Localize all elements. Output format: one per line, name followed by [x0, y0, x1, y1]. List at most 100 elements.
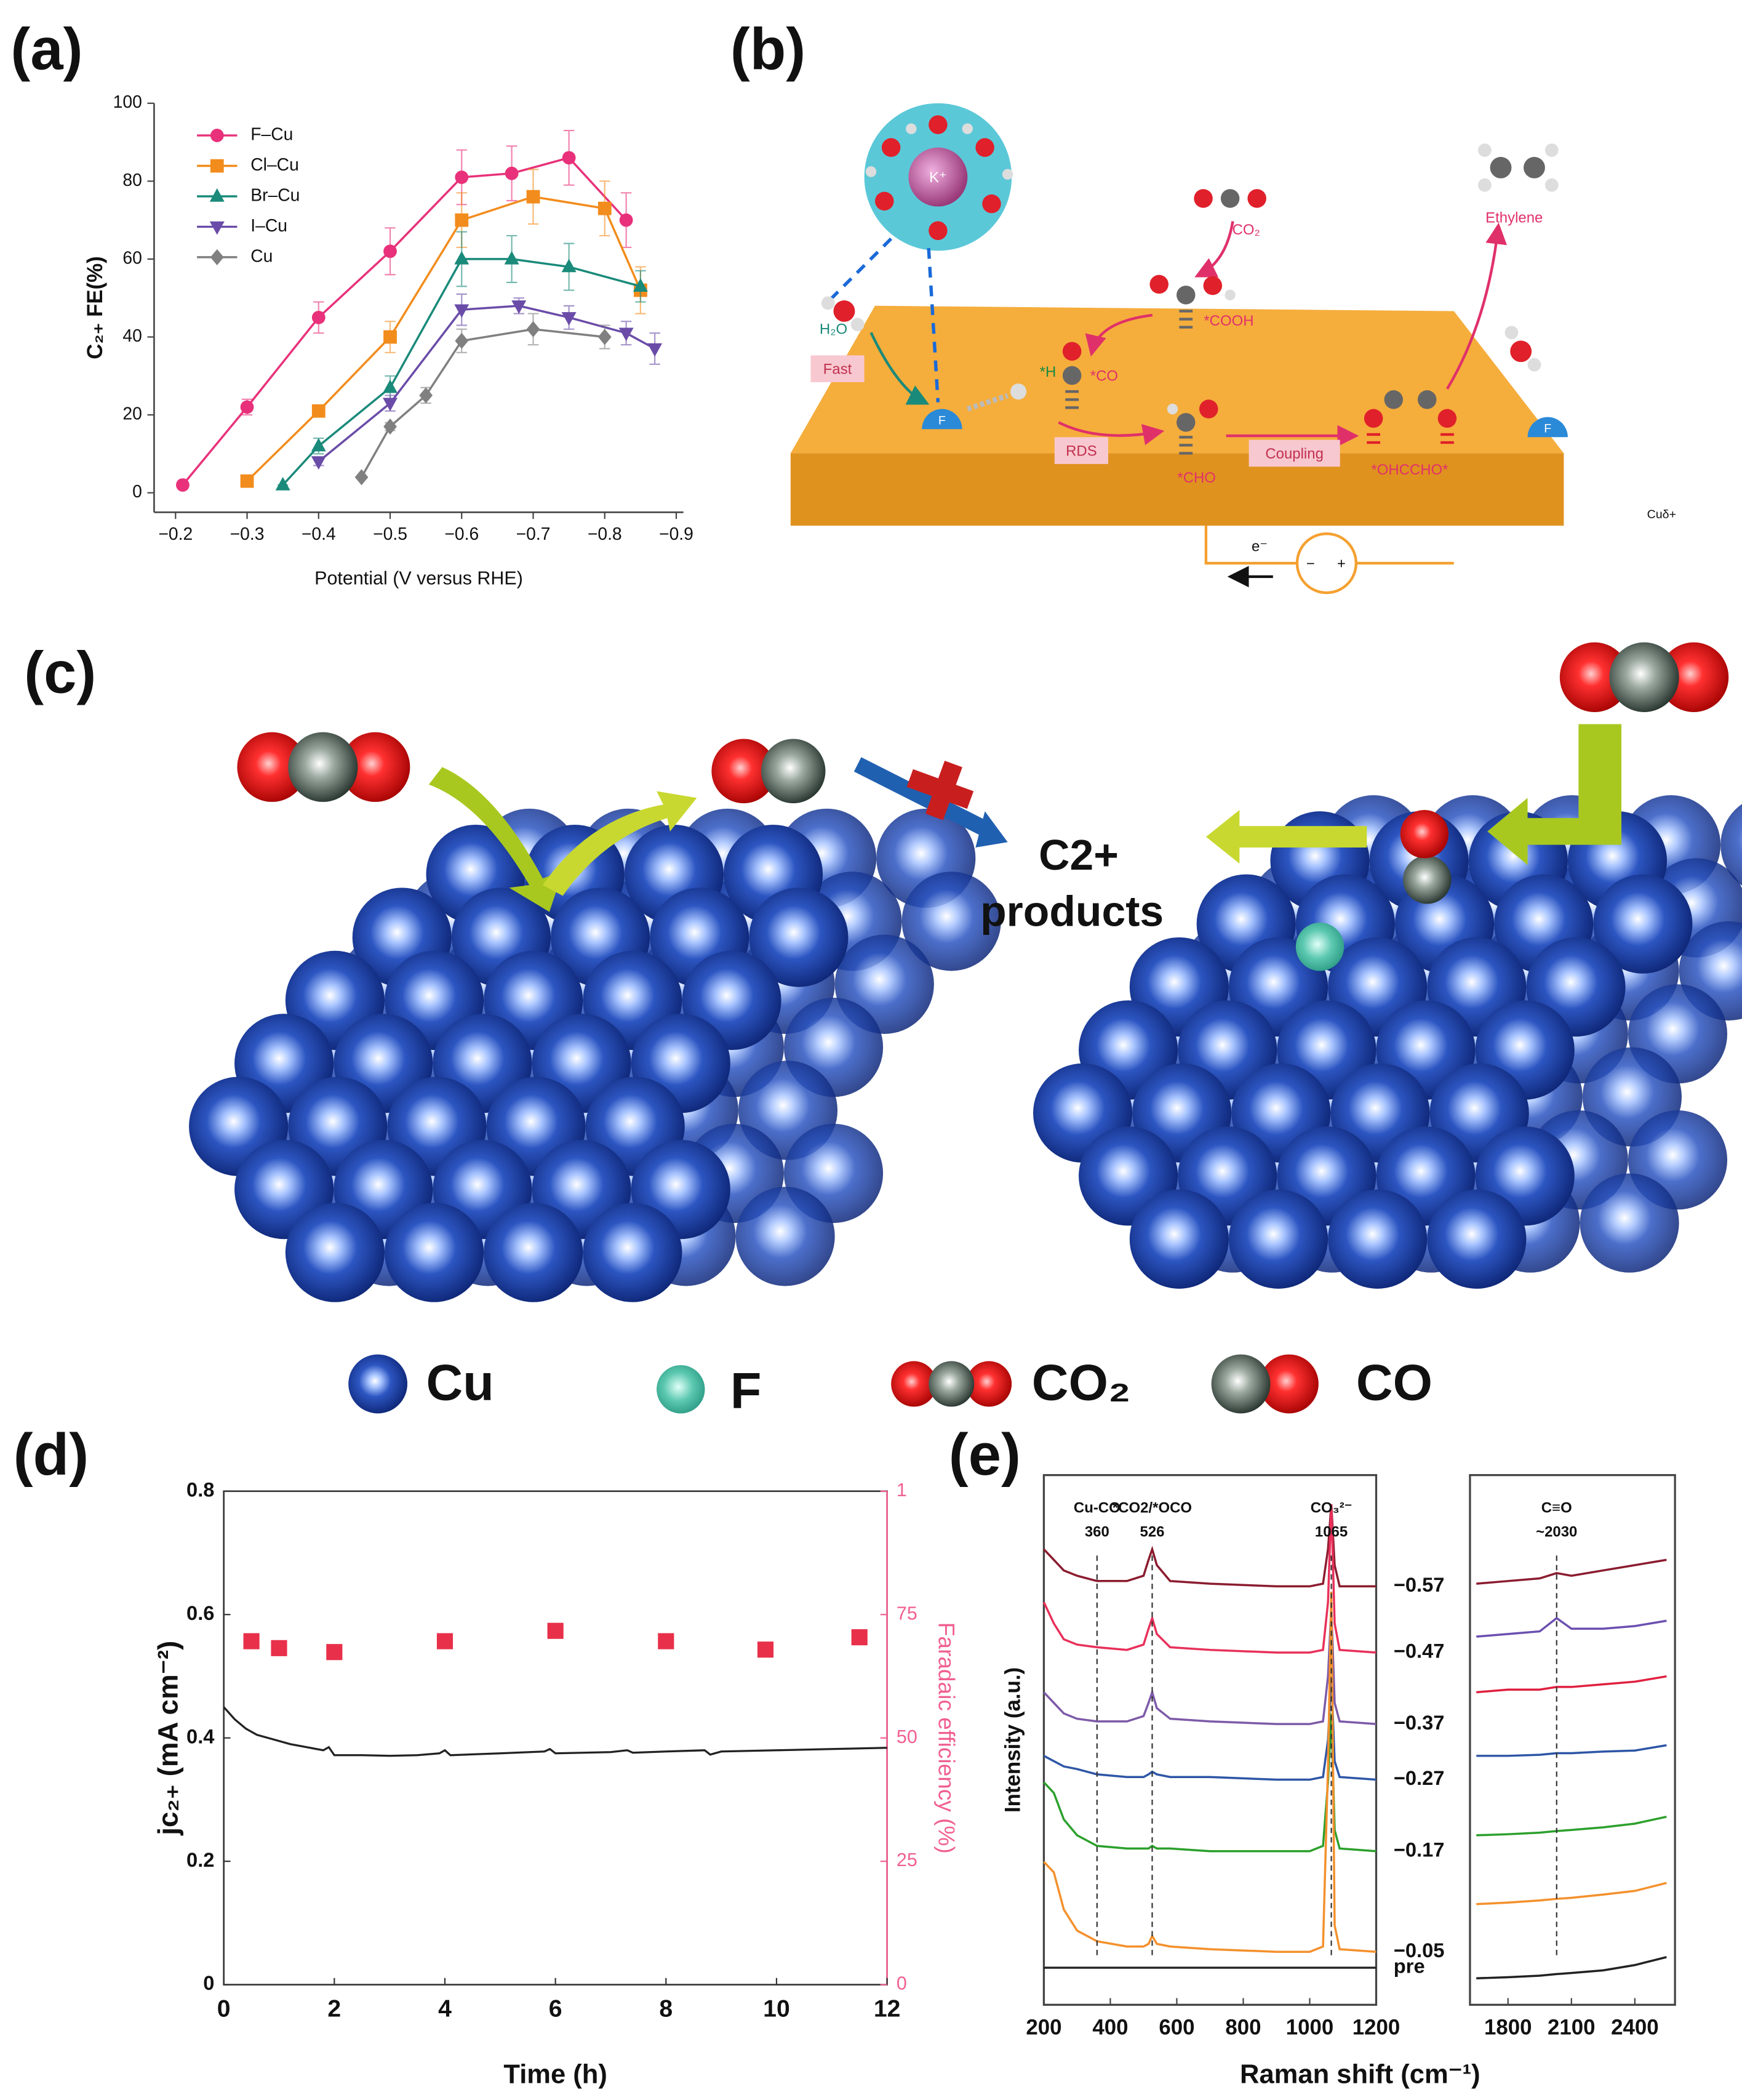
y-tick-label: 100	[113, 92, 142, 111]
series-label: −0.47	[1394, 1640, 1445, 1662]
marker	[210, 249, 224, 265]
scheme-label: *CHO	[1177, 470, 1216, 486]
legend-label: Cl–Cu	[250, 154, 299, 174]
atom	[1010, 383, 1027, 400]
marker	[209, 221, 225, 235]
x-tick-label: 6	[549, 1995, 562, 2022]
potassium-ion	[908, 147, 968, 207]
x-tick-label: −0.6	[444, 524, 479, 543]
scheme-label: RDS	[1066, 443, 1097, 460]
legend-label: I–Cu	[250, 215, 287, 235]
dashed-link	[826, 237, 940, 403]
oxygen-atom	[1400, 809, 1449, 859]
x-tick-label: 800	[1225, 2016, 1261, 2040]
annotation-value: 1065	[1315, 1524, 1348, 1541]
atom	[1247, 189, 1266, 208]
atom	[1177, 413, 1196, 432]
x-tick-label: −0.2	[158, 524, 193, 543]
y-tick-label: 0	[203, 1971, 214, 1994]
blocked-arrow	[853, 757, 989, 836]
series-line	[361, 328, 605, 478]
x-tick-label: 12	[874, 1995, 901, 2022]
series-label: −0.05	[1394, 1939, 1445, 1962]
legend-swatch	[1211, 1354, 1271, 1414]
atom	[1524, 156, 1545, 178]
y2-tick-label: 1	[897, 1480, 907, 1501]
adsorb-arrow	[428, 767, 563, 912]
marker	[271, 1640, 287, 1656]
marker	[619, 213, 633, 227]
atom	[929, 115, 948, 134]
legend-label: F–Cu	[250, 124, 293, 144]
atom	[1062, 342, 1082, 361]
scheme-label: H₂O	[820, 321, 847, 337]
bond	[1179, 436, 1193, 455]
atom	[761, 739, 826, 804]
spectrum	[1476, 1744, 1667, 1757]
marker	[526, 321, 540, 337]
co2-molecule	[237, 732, 410, 802]
atom	[891, 1361, 937, 1407]
atom	[711, 739, 776, 804]
arrow	[869, 332, 930, 405]
x-tick-label: 1000	[1286, 2016, 1333, 2040]
copper-atom	[1593, 874, 1693, 974]
atom	[966, 1361, 1012, 1407]
series-label: −0.57	[1394, 1573, 1445, 1596]
spectrum	[1043, 1504, 1376, 1588]
atom	[1609, 642, 1679, 712]
marker	[455, 213, 469, 227]
marker	[210, 129, 224, 142]
atom	[833, 300, 855, 322]
copper-atom	[1129, 1189, 1229, 1289]
spectrum	[1043, 1591, 1376, 1953]
series-label: −0.37	[1394, 1711, 1445, 1734]
atom	[1658, 642, 1729, 712]
copper-atom	[749, 888, 849, 987]
x-tick-label: 2100	[1548, 2016, 1595, 2040]
co-intermediate	[1062, 342, 1082, 409]
marker	[597, 329, 612, 345]
marker	[658, 1633, 674, 1649]
copper-clusters	[189, 795, 1742, 1302]
series-label: −0.27	[1394, 1766, 1445, 1789]
marker	[547, 1622, 564, 1639]
spectrum	[1042, 1504, 1376, 1654]
scheme-label: Cuδ+	[1647, 508, 1676, 521]
marker	[526, 190, 540, 204]
legend-label: F	[730, 1362, 762, 1419]
marker	[311, 438, 326, 452]
marker	[243, 1633, 260, 1649]
marker	[454, 250, 469, 265]
panel-label: (d)	[14, 1422, 89, 1488]
x-tick-label: 400	[1092, 2016, 1128, 2040]
atom	[1199, 399, 1218, 419]
spectrum	[1476, 1675, 1667, 1694]
x-tick-label: −0.5	[373, 524, 407, 543]
scheme-label: *H	[1040, 364, 1057, 380]
marker	[511, 300, 527, 314]
panel-label: (c)	[24, 640, 96, 706]
legend-label: CO₂	[1032, 1354, 1131, 1411]
ethylene-molecule	[1477, 143, 1559, 192]
atom	[865, 166, 877, 177]
x-tick-label: −0.7	[516, 524, 551, 543]
legend-swatch	[891, 1361, 1012, 1407]
x-axis-label: Raman shift (cm⁻¹)	[1240, 2059, 1480, 2089]
h-bond	[966, 393, 1009, 412]
atom	[962, 123, 973, 134]
legend-label: Cu	[426, 1354, 494, 1411]
atom	[1364, 409, 1383, 428]
legend-swatch	[1260, 1354, 1319, 1414]
x-tick-label: 1200	[1352, 2016, 1400, 2040]
y-tick-label: 0.8	[186, 1478, 214, 1501]
x-tick-label: 4	[438, 1995, 452, 2022]
block-cross	[906, 761, 974, 820]
copper-atom	[1328, 1189, 1428, 1289]
marker	[275, 476, 290, 491]
atom	[850, 318, 865, 332]
slab-top	[790, 305, 1564, 454]
atom	[1062, 366, 1082, 385]
annotation-label: Cu-CO	[1074, 1499, 1121, 1516]
